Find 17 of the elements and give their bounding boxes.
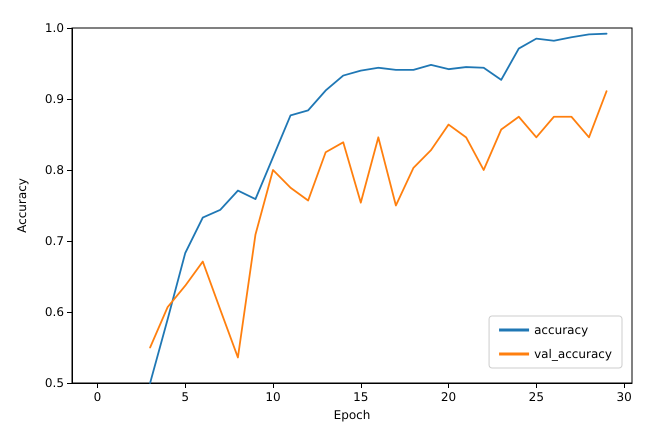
x-tick-label: 20 <box>440 390 456 404</box>
x-tick-label: 5 <box>181 390 190 404</box>
x-tick-label: 30 <box>616 390 632 404</box>
x-tick-label: 10 <box>265 390 281 404</box>
y-tick-label: 0.6 <box>44 305 64 319</box>
x-tick-label: 25 <box>528 390 544 404</box>
y-axis-title: Accuracy <box>15 178 29 233</box>
y-tick-label: 1.0 <box>44 21 64 35</box>
x-tick-label: 0 <box>94 390 102 404</box>
y-tick-label: 0.5 <box>44 376 64 390</box>
legend-label: val_accuracy <box>534 347 612 361</box>
y-tick-label: 0.8 <box>44 163 64 177</box>
y-tick-label: 0.9 <box>44 92 64 106</box>
x-tick-label: 15 <box>353 390 368 404</box>
x-axis-title: Epoch <box>334 408 370 422</box>
y-tick-label: 0.7 <box>44 234 64 248</box>
legend-label: accuracy <box>534 323 588 337</box>
